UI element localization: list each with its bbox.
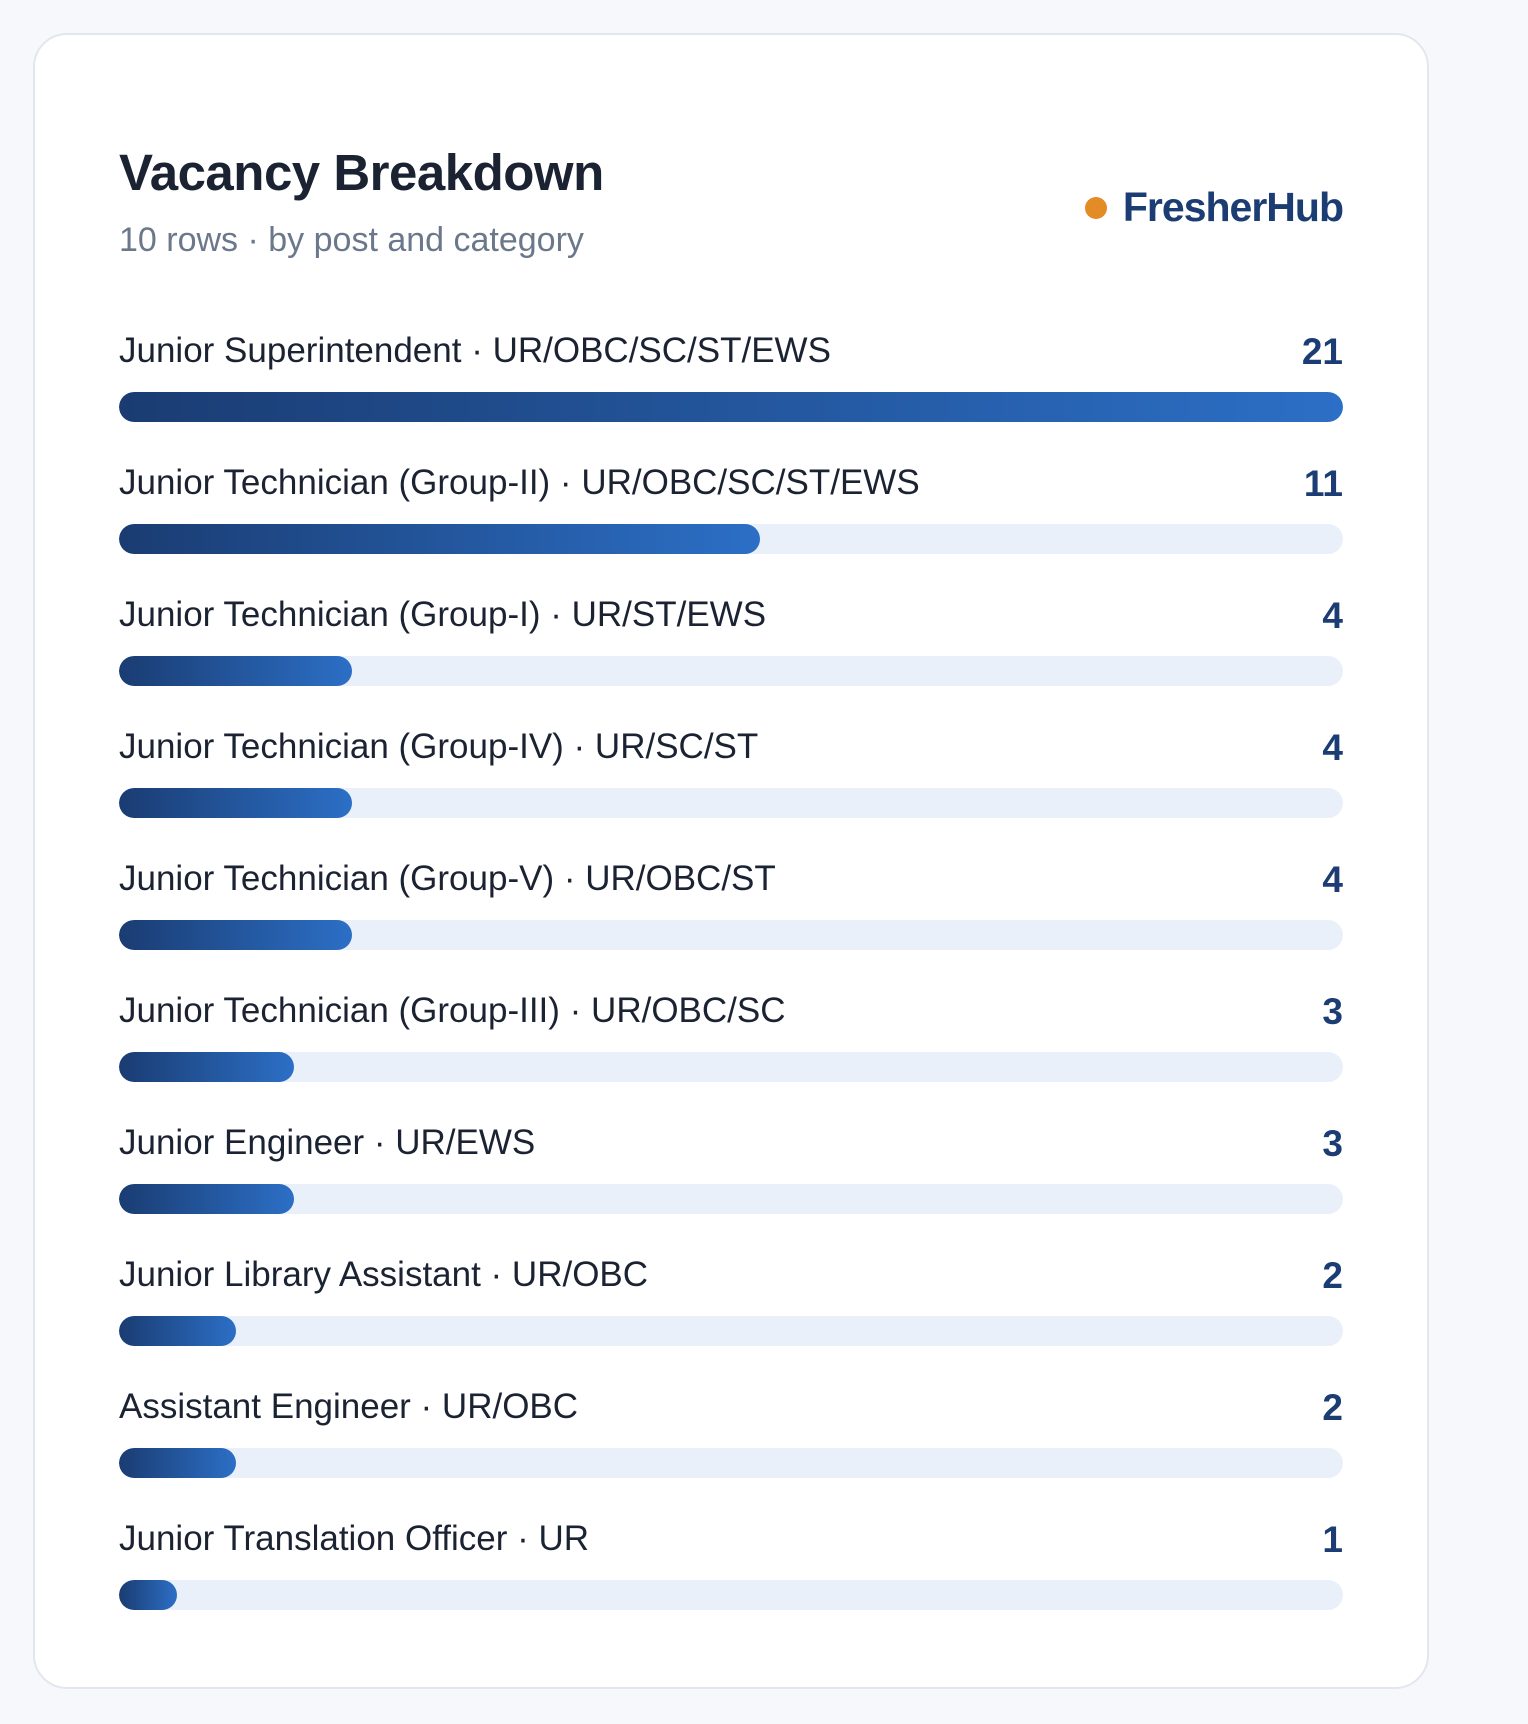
bar-row: Junior Technician (Group-I) · UR/ST/EWS 4 <box>119 561 1343 693</box>
brand-dot-icon <box>1084 196 1107 219</box>
bar <box>119 524 761 554</box>
bar-label: Junior Technician (Group-V) · UR/OBC/ST <box>119 859 776 898</box>
chart-subtitle: 10 rows · by post and category <box>119 221 584 259</box>
bar-value-label: 3 <box>1322 991 1343 1032</box>
bar-label: Junior Engineer · UR/EWS <box>119 1123 536 1162</box>
bar-track <box>119 1580 1343 1610</box>
bar-label: Junior Library Assistant · UR/OBC <box>119 1255 649 1294</box>
bar-value-label: 4 <box>1322 727 1343 768</box>
bar-track <box>119 1316 1343 1346</box>
brand: FresherHub <box>1084 184 1344 230</box>
bar-value-label: 2 <box>1322 1255 1343 1296</box>
bar-row: Junior Technician (Group-V) · UR/OBC/ST 4 <box>119 825 1343 957</box>
bar <box>119 1580 178 1610</box>
bar-row: Junior Technician (Group-II) · UR/OBC/SC… <box>119 429 1343 561</box>
card-header: Vacancy Breakdown 10 rows · by post and … <box>119 115 1344 259</box>
bar-label: Junior Translation Officer · UR <box>119 1519 590 1558</box>
bar-list: Junior Superintendent · UR/OBC/SC/ST/EWS… <box>119 297 1343 1617</box>
bar-track <box>119 392 1343 422</box>
bar-track <box>119 1184 1343 1214</box>
bar-row: Junior Translation Officer · UR 1 <box>119 1485 1343 1617</box>
bar-row: Junior Engineer · UR/EWS 3 <box>119 1089 1343 1221</box>
chart-title: Vacancy Breakdown <box>119 144 604 201</box>
bar-label: Junior Technician (Group-IV) · UR/SC/ST <box>119 727 759 766</box>
bar <box>119 788 353 818</box>
bar-label: Junior Superintendent · UR/OBC/SC/ST/EWS <box>119 331 831 370</box>
brand-name: FresherHub <box>1122 184 1344 230</box>
bar-track <box>119 1448 1343 1478</box>
bar-label: Junior Technician (Group-I) · UR/ST/EWS <box>119 595 767 634</box>
bar-row: Junior Library Assistant · UR/OBC 2 <box>119 1221 1343 1353</box>
bar-label: Assistant Engineer · UR/OBC <box>119 1387 579 1426</box>
bar <box>119 920 353 950</box>
bar-label: Junior Technician (Group-III) · UR/OBC/S… <box>119 991 786 1030</box>
bar-value-label: 4 <box>1322 595 1343 636</box>
bar-track <box>119 656 1343 686</box>
bar <box>119 392 1343 422</box>
bar-value-label: 11 <box>1303 463 1343 504</box>
bar-value-label: 1 <box>1322 1519 1343 1560</box>
bar <box>119 656 353 686</box>
bar-track <box>119 788 1343 818</box>
bar-row: Junior Superintendent · UR/OBC/SC/ST/EWS… <box>119 297 1343 429</box>
bar-track <box>119 1052 1343 1082</box>
bar-value-label: 4 <box>1322 859 1343 900</box>
vacancy-card: Vacancy Breakdown 10 rows · by post and … <box>33 33 1429 1689</box>
bar <box>119 1316 236 1346</box>
bar <box>119 1184 294 1214</box>
bar <box>119 1052 294 1082</box>
bar-row: Junior Technician (Group-III) · UR/OBC/S… <box>119 957 1343 1089</box>
bar-track <box>119 524 1343 554</box>
bar-value-label: 21 <box>1301 331 1343 372</box>
bar <box>119 1448 236 1478</box>
bar-value-label: 2 <box>1322 1387 1343 1428</box>
bar-row: Junior Technician (Group-IV) · UR/SC/ST 4 <box>119 693 1343 825</box>
bar-value-label: 3 <box>1322 1123 1343 1164</box>
bar-label: Junior Technician (Group-II) · UR/OBC/SC… <box>119 463 920 502</box>
bar-row: Assistant Engineer · UR/OBC 2 <box>119 1353 1343 1485</box>
bar-track <box>119 920 1343 950</box>
